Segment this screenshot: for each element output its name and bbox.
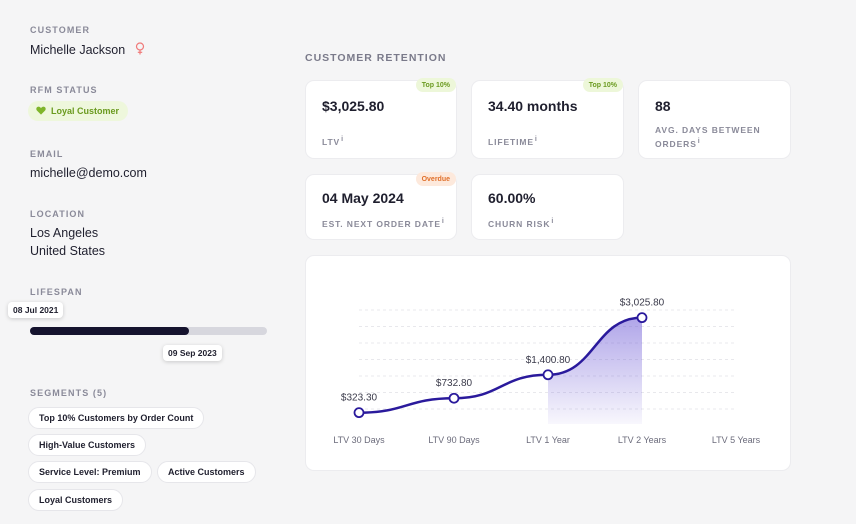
ltv-chart-card: $323.30 $732.80 $1,400.80 $3,025.80 LTV 30 D… — [305, 255, 791, 471]
female-icon — [135, 42, 145, 58]
data-point — [542, 369, 554, 381]
segment-chip[interactable]: High-Value Customers — [28, 434, 147, 456]
avg-days-card: 88 AVG. DAYS BETWEEN ORDERSi — [638, 80, 791, 159]
ltv-card: Top 10% $3,025.80 LTVi — [305, 78, 457, 159]
data-point — [448, 392, 460, 404]
lifetime-value: 34.40 months — [488, 98, 578, 114]
location-country: United States — [30, 244, 106, 258]
overdue-badge: Overdue — [415, 172, 456, 186]
segment-chip[interactable]: Top 10% Customers by Order Count — [28, 407, 205, 429]
email-value: michelle@demo.com — [30, 166, 147, 180]
lifespan-bar — [30, 327, 267, 335]
x-tick-label: LTV 5 Years — [712, 435, 761, 445]
avg-days-value: 88 — [655, 98, 671, 114]
segment-chip[interactable]: Loyal Customers — [28, 489, 124, 511]
churn-risk-card: 60.00% CHURN RISKi — [471, 174, 624, 240]
retention-title: CUSTOMER RETENTION — [305, 52, 447, 64]
data-label: $3,025.80 — [620, 298, 665, 309]
customer-label: CUSTOMER — [30, 25, 91, 35]
next-order-card: Overdue 04 May 2024 EST. NEXT ORDER DATE… — [305, 172, 457, 240]
heart-icon — [36, 106, 46, 117]
rfm-status-badge: Loyal Customer — [28, 101, 129, 121]
segments-label: SEGMENTS (5) — [30, 388, 108, 398]
lifespan-label: LIFESPAN — [30, 287, 83, 297]
customer-name-text: Michelle Jackson — [30, 43, 126, 57]
avg-days-label: AVG. DAYS BETWEEN ORDERSi — [655, 125, 761, 149]
data-label: $1,400.80 — [526, 355, 571, 366]
lifetime-card: Top 10% 34.40 months LIFETIMEi — [471, 78, 624, 159]
rfm-status-text: Loyal Customer — [51, 106, 120, 116]
info-icon[interactable]: i — [551, 218, 555, 225]
data-point — [353, 407, 365, 419]
lifespan-bar-fill — [30, 327, 189, 335]
info-icon[interactable]: i — [341, 136, 344, 143]
lifespan-start-date: 08 Jul 2021 — [8, 302, 64, 318]
lifespan-end-date: 09 Sep 2023 — [163, 345, 222, 361]
x-tick-label: LTV 2 Years — [618, 435, 667, 445]
x-tick-label: LTV 1 Year — [526, 435, 570, 445]
data-label: $732.80 — [436, 378, 473, 389]
customer-name: Michelle Jackson — [30, 42, 145, 58]
segment-chip[interactable]: Service Level: Premium — [28, 461, 152, 483]
ltv-line-chart: $323.30 $732.80 $1,400.80 $3,025.80 LTV 30 D… — [333, 298, 761, 445]
top-10-badge: Top 10% — [582, 78, 623, 92]
info-icon[interactable]: i — [697, 138, 701, 145]
top-10-badge: Top 10% — [415, 78, 456, 92]
data-label: $323.30 — [341, 393, 378, 404]
ltv-value: $3,025.80 — [322, 98, 385, 114]
ltv-series-line — [358, 316, 643, 414]
info-icon[interactable]: i — [441, 218, 445, 225]
x-tick-label: LTV 30 Days — [333, 435, 385, 445]
area-fill — [548, 317, 642, 424]
next-order-label: EST. NEXT ORDER DATEi — [322, 218, 445, 229]
data-point — [636, 312, 648, 324]
location-label: LOCATION — [30, 209, 86, 219]
churn-risk-value: 60.00% — [488, 190, 536, 206]
info-icon[interactable]: i — [534, 136, 538, 143]
lifetime-label: LIFETIMEi — [488, 136, 538, 147]
next-order-value: 04 May 2024 — [322, 190, 404, 206]
churn-risk-label: CHURN RISKi — [488, 218, 555, 229]
x-tick-label: LTV 90 Days — [428, 435, 480, 445]
rfm-status-label: RFM STATUS — [30, 85, 98, 95]
segment-chip[interactable]: Active Customers — [157, 461, 256, 483]
ltv-label: LTVi — [322, 136, 344, 147]
location-city: Los Angeles — [30, 226, 99, 240]
email-label: EMAIL — [30, 149, 64, 159]
